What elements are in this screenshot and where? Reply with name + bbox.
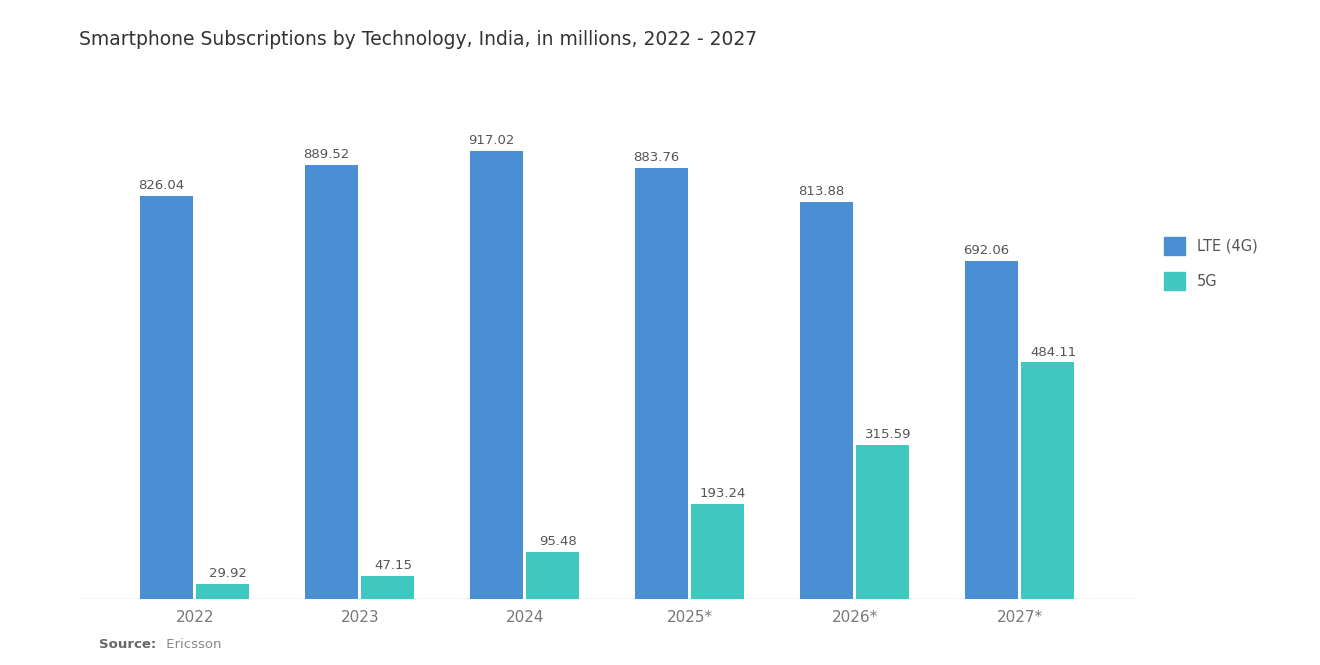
Bar [197, 584, 249, 598]
Text: 692.06: 692.06 [964, 244, 1010, 257]
Bar [527, 552, 579, 598]
Bar [1022, 362, 1074, 598]
Bar [470, 152, 523, 598]
Text: 826.04: 826.04 [139, 179, 185, 192]
Bar [305, 165, 358, 598]
Text: 883.76: 883.76 [634, 150, 680, 164]
Text: 47.15: 47.15 [374, 559, 412, 572]
Bar [800, 201, 853, 598]
Bar [635, 168, 688, 598]
Text: 484.11: 484.11 [1030, 346, 1076, 358]
Text: 889.52: 889.52 [304, 148, 350, 161]
Bar [692, 504, 744, 598]
Text: 29.92: 29.92 [209, 567, 247, 580]
Bar [362, 575, 414, 598]
Text: Smartphone Subscriptions by Technology, India, in millions, 2022 - 2027: Smartphone Subscriptions by Technology, … [79, 30, 758, 49]
Text: 95.48: 95.48 [539, 535, 577, 548]
Text: 193.24: 193.24 [700, 487, 746, 500]
Bar [857, 445, 909, 598]
Text: 917.02: 917.02 [469, 134, 515, 148]
Text: Ericsson: Ericsson [162, 638, 222, 652]
Bar [140, 196, 193, 598]
Text: Source:: Source: [99, 638, 156, 652]
Legend: LTE (4G), 5G: LTE (4G), 5G [1164, 237, 1258, 290]
Text: 813.88: 813.88 [799, 185, 845, 198]
Text: 315.59: 315.59 [865, 428, 911, 441]
Bar [965, 261, 1018, 598]
